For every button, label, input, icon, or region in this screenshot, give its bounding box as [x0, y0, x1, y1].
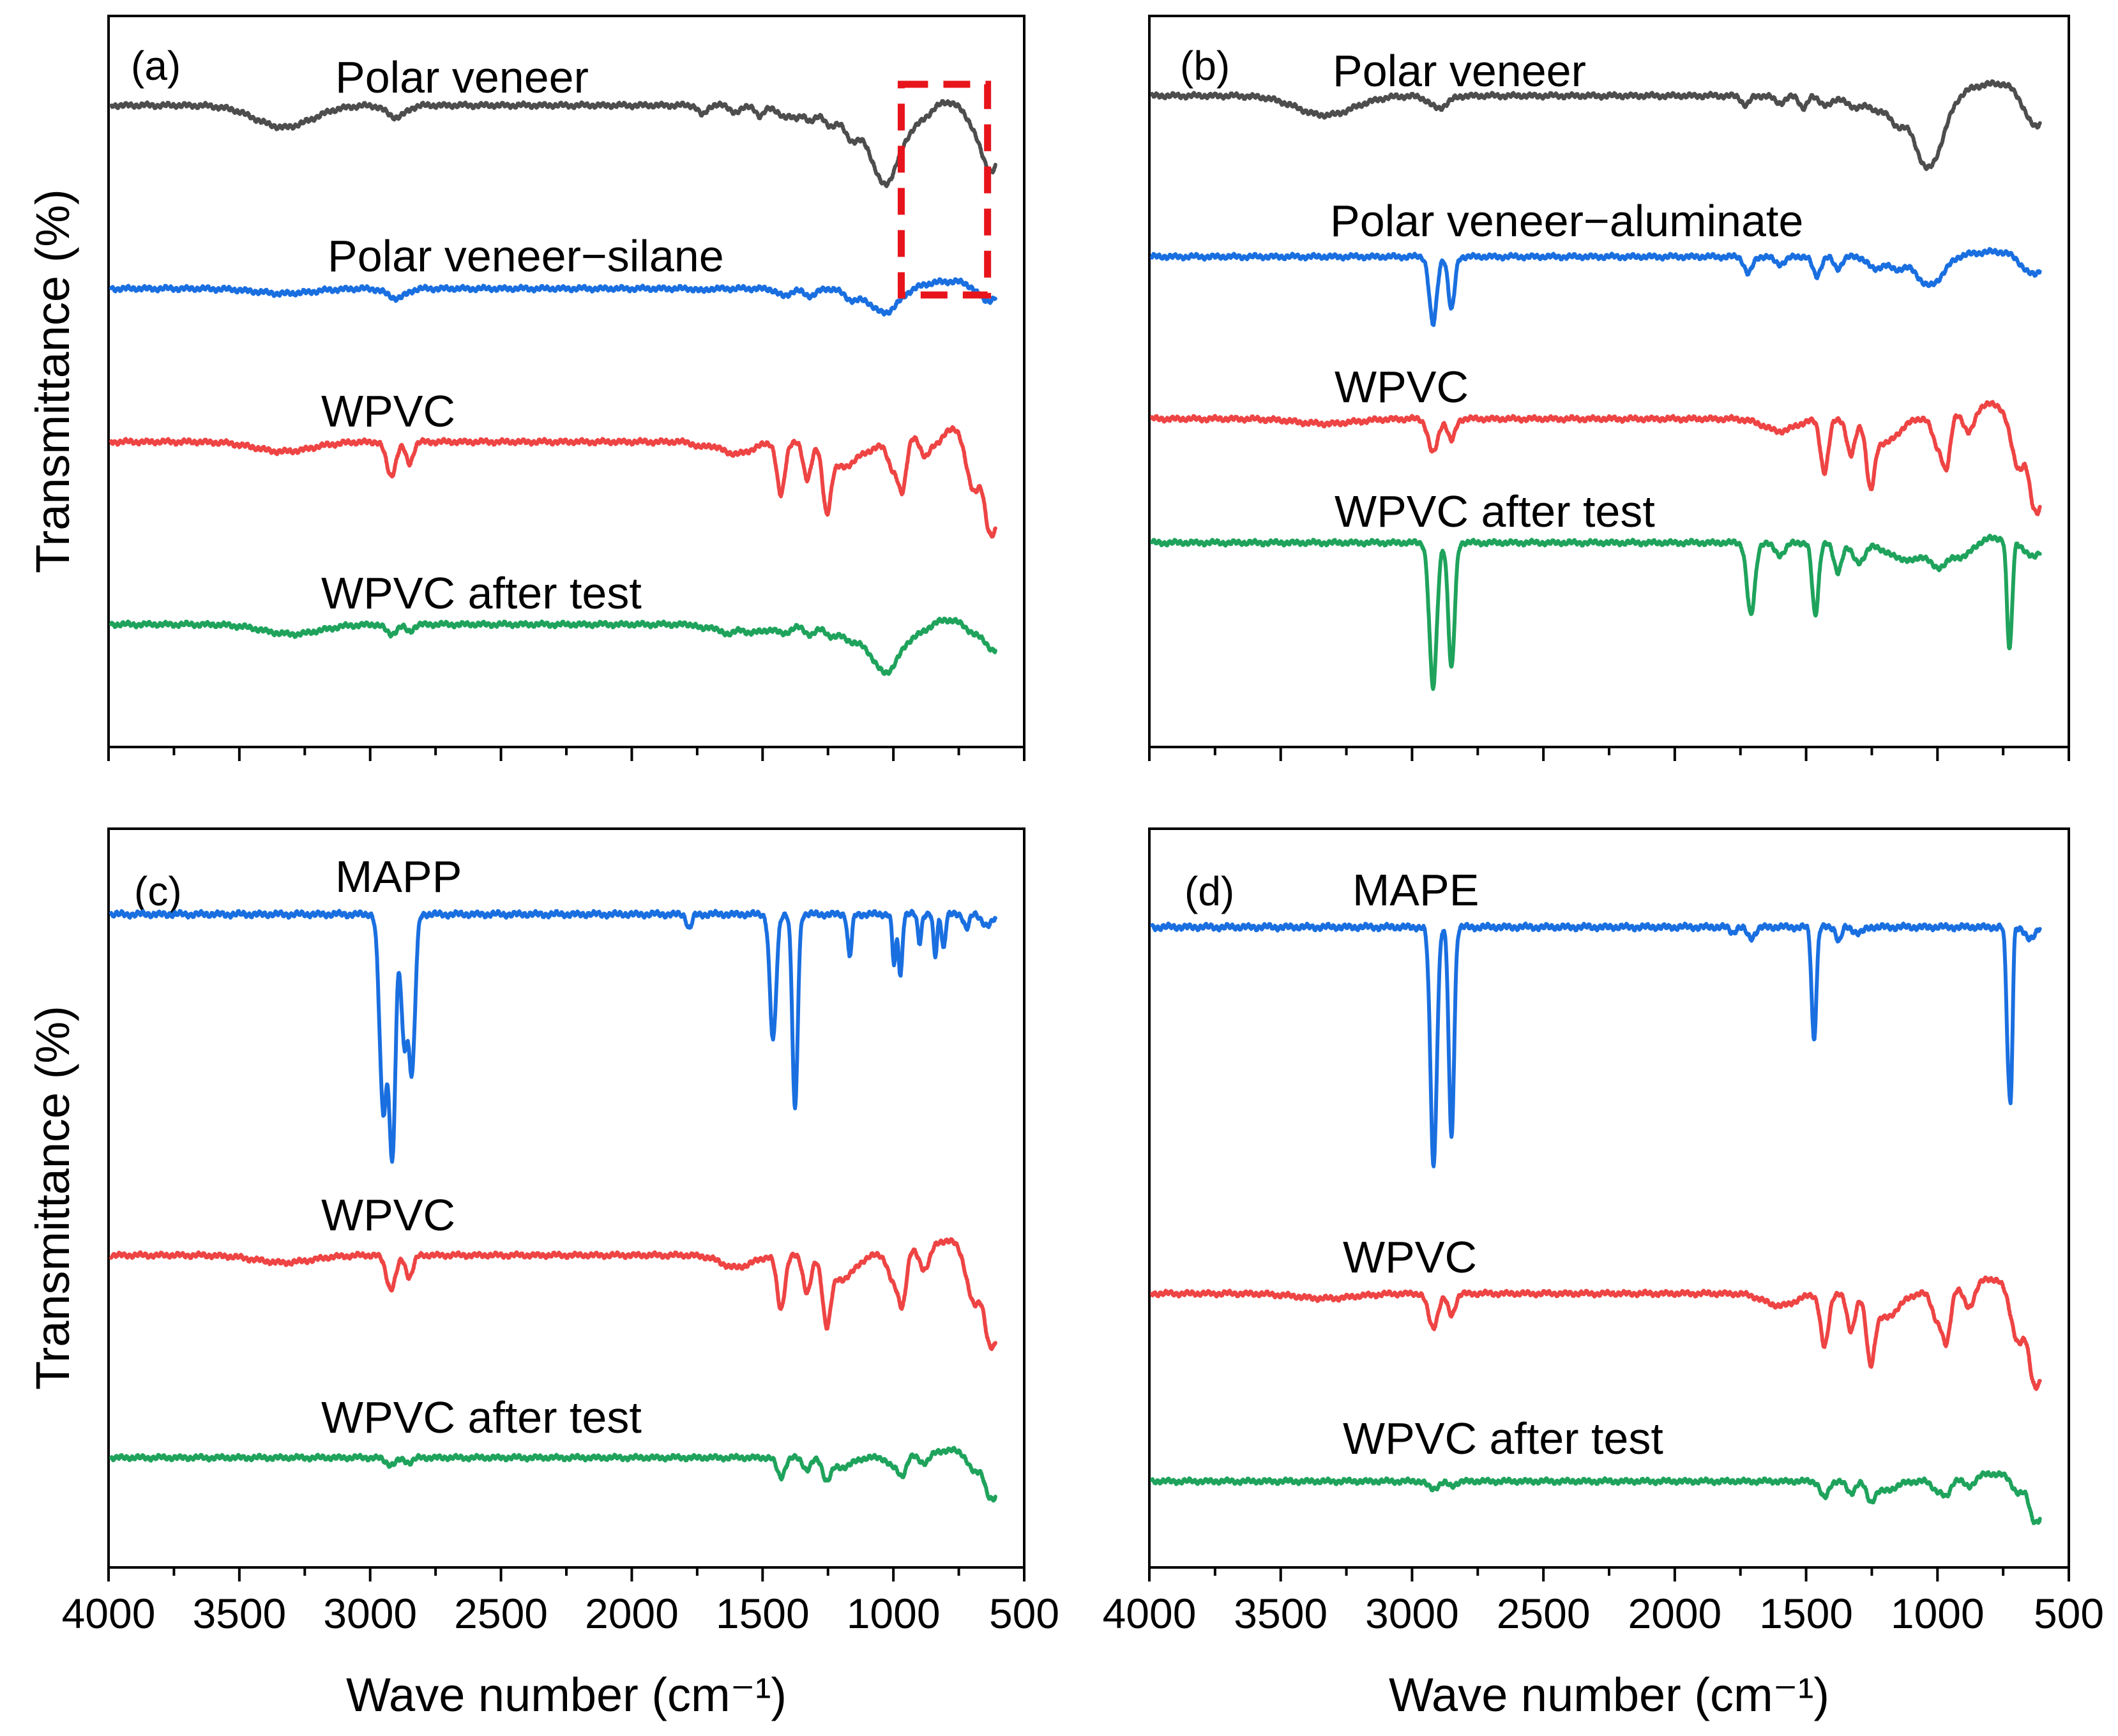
x-tick-label: 2000	[1628, 1590, 1721, 1637]
y-axis-title: Transmittance (%)	[26, 1006, 79, 1390]
series-label: WPVC	[321, 1190, 455, 1240]
spectrum-line-2	[109, 277, 997, 317]
spectrum-line-1	[1150, 921, 2042, 1168]
x-axis-title: Wave number (cm⁻¹)	[346, 1668, 787, 1721]
series-label: WPVC	[321, 386, 455, 436]
spectrum-line-2	[1150, 246, 2042, 328]
spectrum-line-3	[1150, 1470, 2042, 1525]
spectrum-line-3	[1150, 400, 2042, 517]
series-label: Polar veneer−silane	[328, 231, 724, 281]
spectrum-line-3	[109, 425, 997, 539]
highlight-box	[897, 80, 992, 299]
x-tick-label: 3500	[1234, 1590, 1328, 1637]
panel-label: (c)	[134, 868, 182, 914]
spectrum-line-1	[109, 909, 997, 1164]
series-label: WPVC after test	[321, 1393, 642, 1442]
x-axis-title: Wave number (cm⁻¹)	[1389, 1668, 1829, 1721]
x-tick-label: 3000	[1365, 1590, 1459, 1637]
x-tick-label: 2500	[1497, 1590, 1591, 1637]
x-tick-label: 1000	[847, 1590, 941, 1637]
spectrum-line-3	[109, 1445, 997, 1503]
x-tick-label: 500	[989, 1590, 1059, 1637]
panel-a: Transmittance (%) (a) Polar veneer Polar ve…	[26, 15, 1025, 761]
plot-frame	[1148, 15, 2070, 748]
panel-d: 4000 3500 3000 2500 2000 1500 1000 500 Wave numb…	[1103, 827, 2104, 1721]
x-tick-label: 2000	[585, 1590, 679, 1637]
x-tick-label: 3500	[192, 1590, 286, 1637]
x-tick-label: 1500	[716, 1590, 810, 1637]
x-tick-label: 500	[2034, 1590, 2104, 1637]
x-tick-label: 4000	[1103, 1590, 1197, 1637]
series-label: Polar veneer	[335, 52, 589, 102]
plot-frame	[107, 15, 1025, 748]
spectrum-line-1	[109, 99, 997, 188]
panel-label: (a)	[131, 43, 181, 89]
panel-label: (d)	[1184, 868, 1234, 914]
spectrum-line-4	[1150, 533, 2042, 691]
x-tick-label: 1000	[1891, 1590, 1985, 1637]
series-label: WPVC	[1335, 362, 1469, 412]
x-tick-label: 3000	[323, 1590, 417, 1637]
series-label: WPVC after test	[1335, 487, 1655, 536]
series-label: WPVC after test	[321, 568, 642, 618]
series-label: MAPE	[1352, 865, 1479, 915]
panel-c: 4000 3500 3000 2500 2000 1500 1000 500 Wave numb…	[26, 827, 1059, 1721]
panel-label: (b)	[1180, 43, 1230, 89]
panel-b: (b) Polar veneer Polar veneer−aluminate WPV…	[1148, 15, 2070, 761]
x-tick-label: 4000	[62, 1590, 156, 1637]
series-label: Polar veneer−aluminate	[1330, 196, 1803, 246]
series-label: Polar veneer	[1333, 46, 1586, 96]
series-label: WPVC after test	[1343, 1414, 1663, 1463]
spectrum-line-2	[1150, 1275, 2042, 1391]
series-label: WPVC	[1343, 1232, 1477, 1282]
x-tick-label: 1500	[1759, 1590, 1853, 1637]
spectrum-line-2	[109, 1237, 997, 1352]
spectrum-line-4	[109, 616, 997, 676]
spectrum-line-1	[1150, 79, 2042, 171]
series-label: MAPP	[335, 852, 462, 902]
x-tick-label: 2500	[454, 1590, 548, 1637]
y-axis-title: Transmittance (%)	[26, 189, 79, 573]
